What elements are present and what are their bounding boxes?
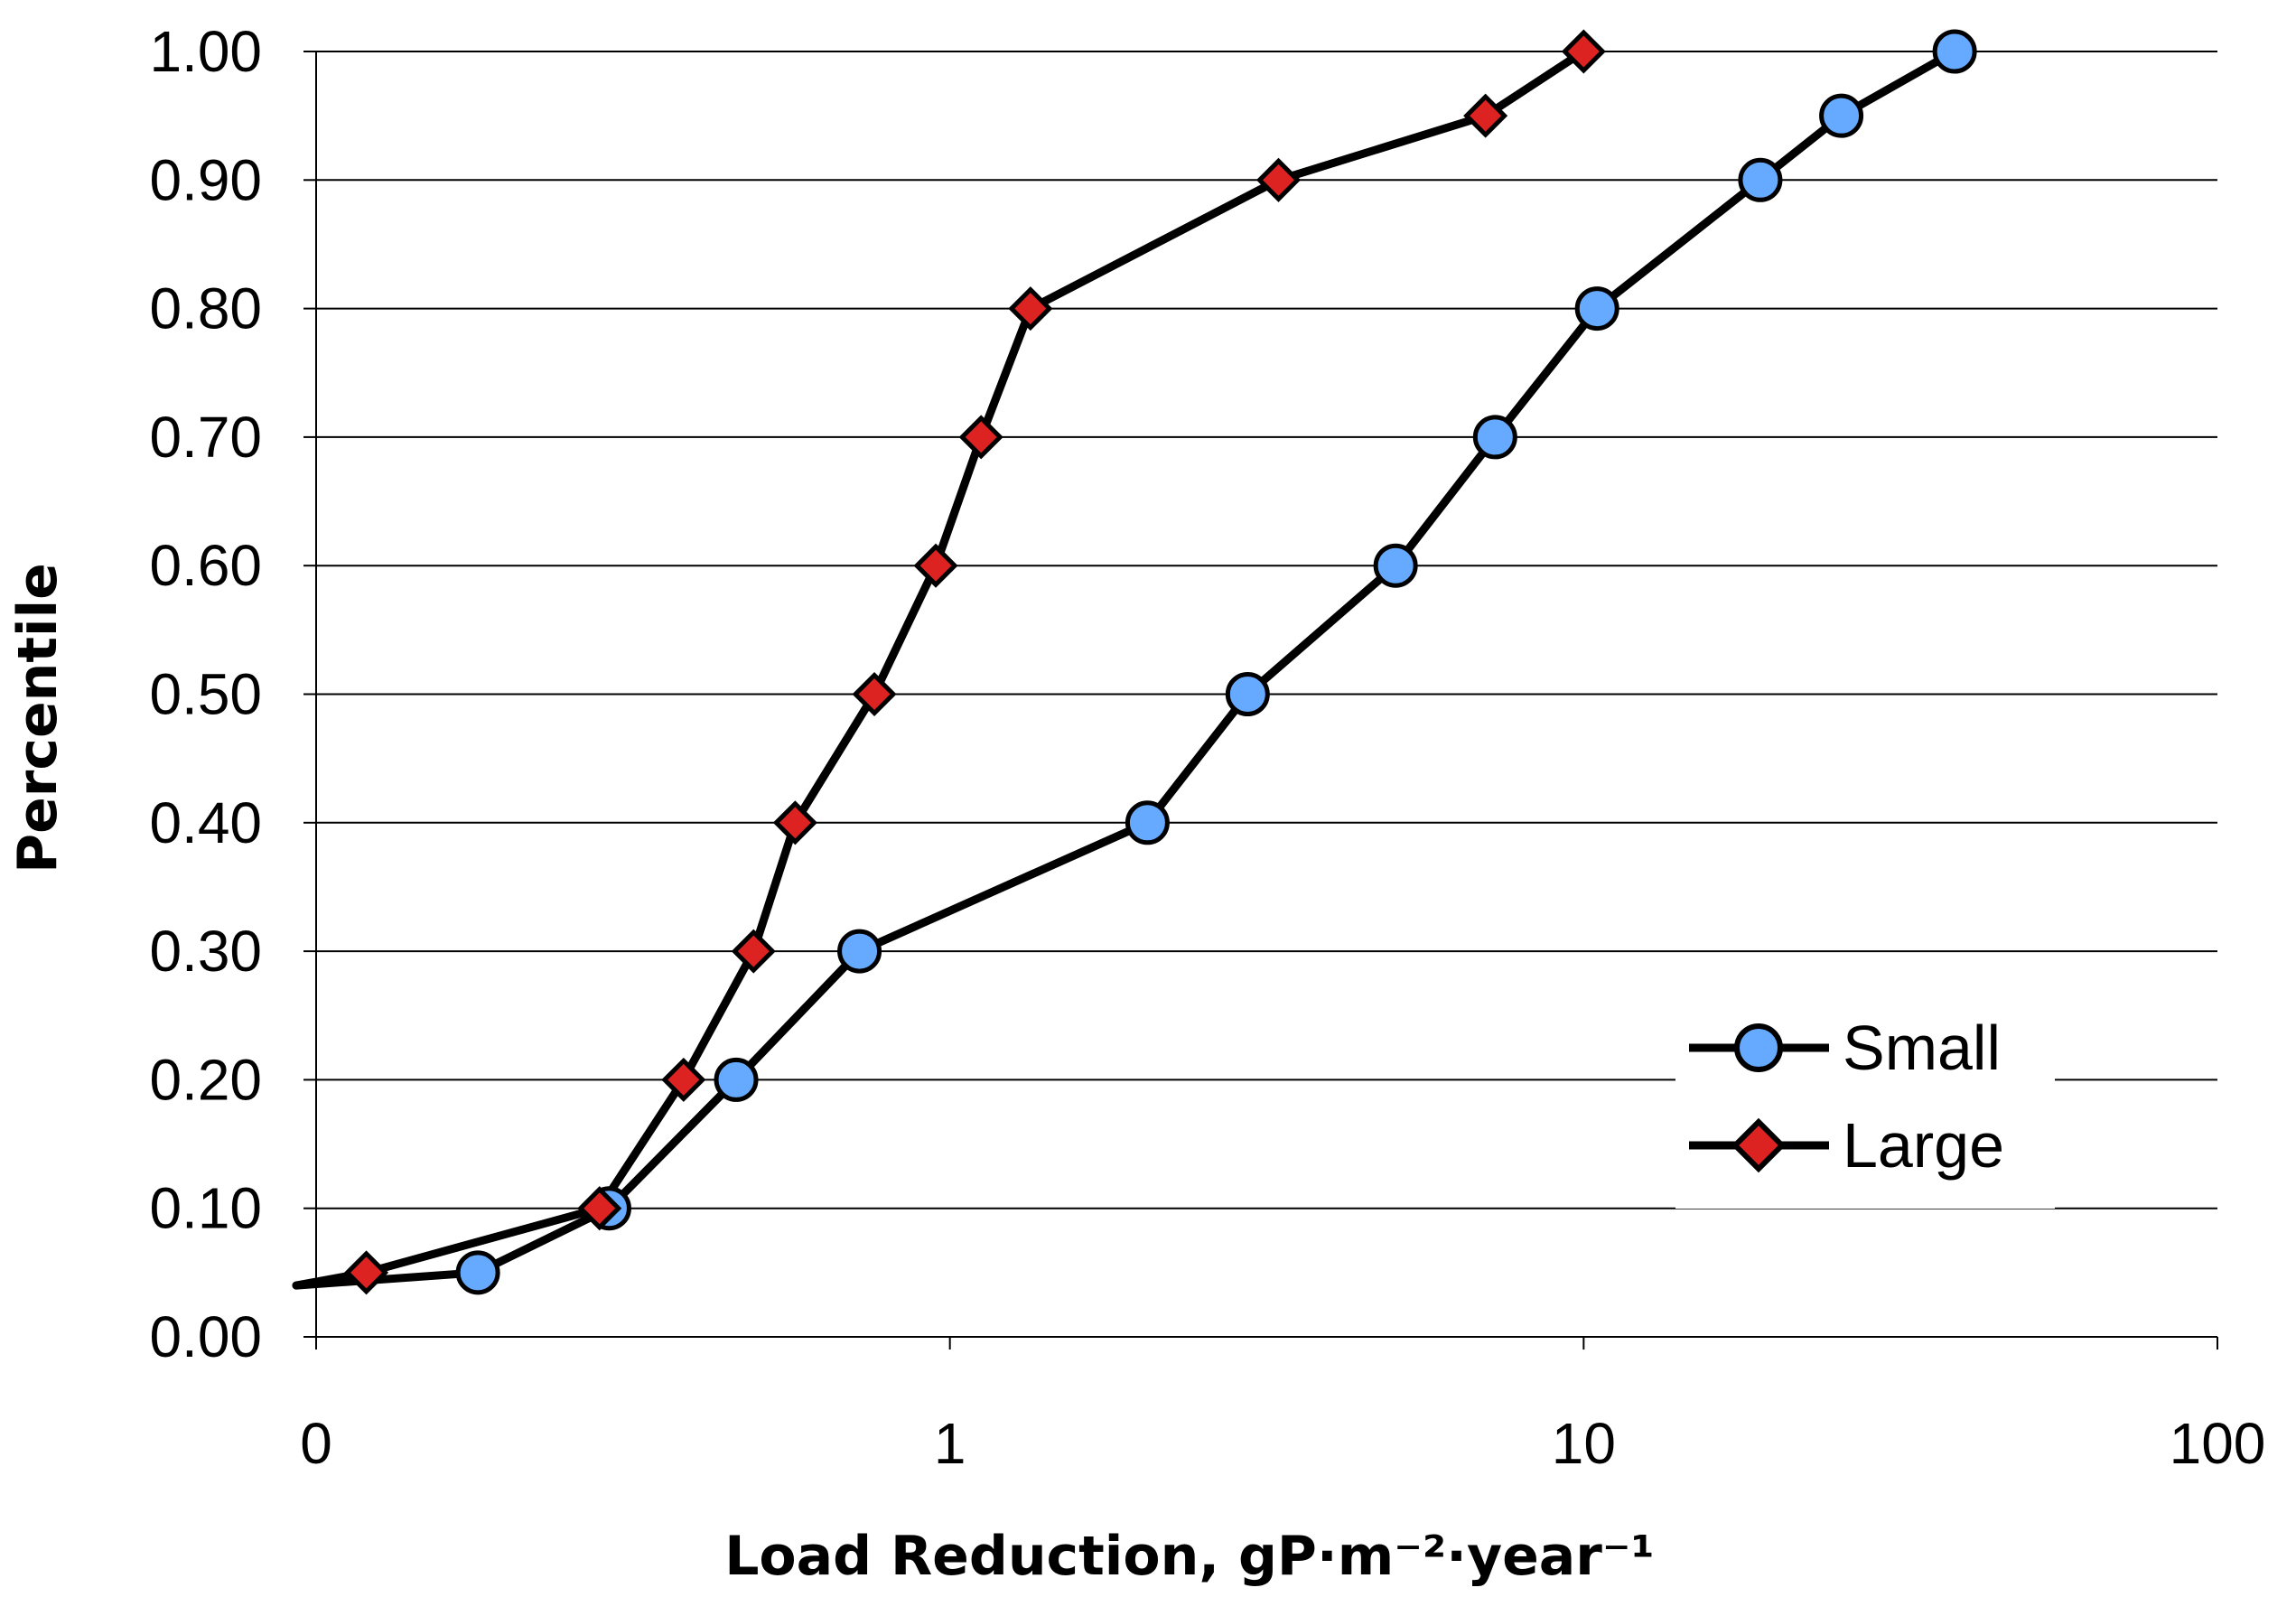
data-markers [344, 29, 1977, 1295]
marker-small [1225, 672, 1270, 716]
series-line-large [292, 47, 1588, 1290]
marker-small [714, 1057, 759, 1102]
y-tick-label: 0.80 [149, 276, 262, 341]
marker-large [577, 1186, 622, 1231]
marker-large [344, 1250, 389, 1295]
legend-large-label: Large [1843, 1110, 2004, 1181]
marker-large [1463, 93, 1508, 138]
marker-large [958, 415, 1003, 460]
marker-small [1738, 157, 1783, 202]
y-tick-label: 0.70 [149, 405, 262, 470]
marker-small [1373, 543, 1418, 588]
y-tick-label: 0.10 [149, 1176, 262, 1241]
legend: Small Large [1675, 983, 2055, 1209]
y-tick-label: 0.20 [149, 1047, 262, 1112]
x-axis-title: Load Reduction, gP·m⁻²·year⁻¹ [724, 1525, 1655, 1588]
y-axis-title: Percentile [6, 563, 70, 873]
marker-large [1008, 286, 1053, 332]
marker-large [1255, 157, 1302, 202]
marker-large [852, 671, 897, 717]
marker-small [1819, 93, 1864, 138]
marker-small [1472, 415, 1517, 460]
y-tick-label: 0.00 [149, 1304, 262, 1369]
marker-small [837, 929, 882, 974]
marker-large [661, 1057, 706, 1102]
marker-small [455, 1250, 500, 1295]
legend-small-label: Small [1843, 1013, 2001, 1083]
legend-background [1675, 983, 2055, 1209]
x-tick-label: 1 [934, 1411, 966, 1476]
y-tick-label: 0.30 [149, 919, 262, 984]
marker-large [731, 929, 776, 974]
marker-large [913, 543, 958, 588]
marker-large [772, 800, 817, 845]
x-tick-label: 0 [300, 1411, 332, 1476]
marker-small [1932, 29, 1977, 74]
y-tick-label: 0.90 [149, 147, 262, 212]
legend-large-marker [1731, 1117, 1787, 1173]
y-tick-label: 1.00 [149, 19, 262, 84]
y-tick-label: 0.40 [149, 790, 262, 855]
marker-large [1561, 29, 1606, 74]
x-tick-label: 100 [2170, 1411, 2266, 1476]
legend-small-marker [1734, 1023, 1783, 1072]
marker-small [1125, 800, 1170, 845]
axes: 0.00 0.10 0.20 0.30 0.40 0.50 0.60 0.70 0.80 0.90… [149, 19, 2265, 1476]
marker-small [1574, 286, 1619, 332]
y-tick-label: 0.50 [149, 662, 262, 727]
y-tick-label: 0.60 [149, 533, 262, 598]
x-tick-label: 10 [1552, 1411, 1616, 1476]
